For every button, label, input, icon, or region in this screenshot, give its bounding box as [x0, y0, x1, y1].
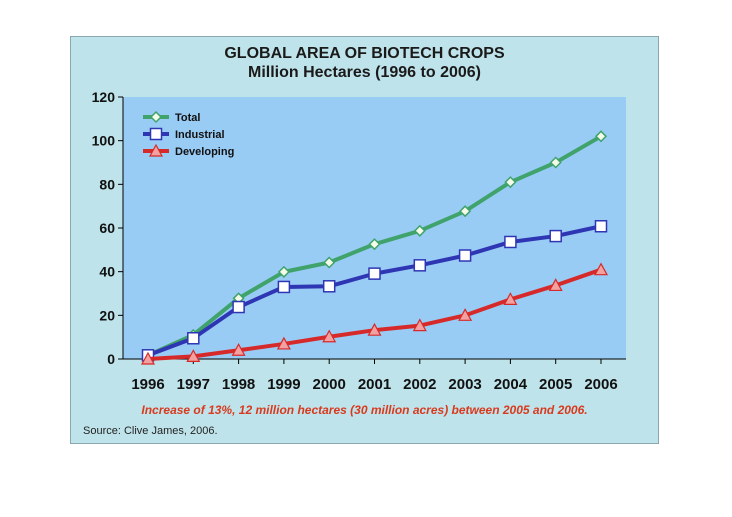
- point-developing: [276, 336, 291, 350]
- x-tick-label: 2000: [313, 376, 346, 393]
- point-total: [277, 265, 290, 278]
- point-industrial: [458, 249, 472, 262]
- point-total: [594, 130, 608, 143]
- point-developing: [322, 329, 337, 343]
- source-credit: Source: Clive James, 2006.: [83, 425, 218, 437]
- point-industrial: [504, 235, 517, 249]
- point-industrial: [549, 229, 562, 243]
- y-tick-label: 80: [99, 176, 115, 192]
- point-total: [413, 224, 426, 237]
- point-total: [323, 256, 336, 269]
- point-developing: [140, 351, 156, 365]
- point-total: [368, 238, 381, 251]
- point-developing: [186, 349, 201, 362]
- x-tick-label: 1999: [267, 376, 300, 393]
- y-tick-label: 60: [99, 220, 115, 236]
- chart-title: GLOBAL AREA OF BIOTECH CROPS: [224, 45, 505, 62]
- point-total: [549, 156, 562, 169]
- point-developing: [231, 343, 246, 356]
- point-industrial: [187, 332, 200, 345]
- legend-marker-developing: [148, 143, 164, 157]
- legend-marker-total: [149, 110, 163, 124]
- y-tick-label: 0: [107, 351, 115, 367]
- point-total: [504, 176, 517, 189]
- chart-subtitle: Million Hectares (1996 to 2006): [248, 64, 481, 81]
- point-industrial: [368, 267, 381, 280]
- x-tick-label: 1996: [131, 376, 164, 393]
- y-tick-label: 120: [92, 89, 116, 105]
- point-developing: [367, 322, 382, 336]
- x-tick-label: 2005: [539, 376, 572, 393]
- point-developing: [548, 278, 563, 292]
- y-tick-label: 40: [99, 264, 115, 280]
- point-industrial: [322, 280, 336, 293]
- x-tick-label: 2003: [448, 376, 481, 393]
- legend-label-total: Total: [175, 112, 200, 124]
- point-industrial: [413, 259, 427, 272]
- point-industrial: [594, 220, 608, 233]
- point-developing: [412, 318, 427, 332]
- x-tick-label: 1998: [222, 376, 255, 393]
- legend-label-industrial: Industrial: [175, 129, 225, 141]
- y-tick-label: 100: [92, 133, 116, 149]
- x-tick-label: 2002: [403, 376, 436, 393]
- legend-label-developing: Developing: [175, 146, 234, 158]
- chart-panel: GLOBAL AREA OF BIOTECH CROPS Million Hec…: [70, 36, 659, 444]
- x-tick-label: 2001: [358, 376, 391, 393]
- x-tick-label: 1997: [177, 376, 210, 393]
- plot-area: [123, 97, 626, 359]
- point-developing: [503, 292, 518, 305]
- y-tick-label: 20: [99, 307, 115, 323]
- point-developing: [593, 262, 609, 276]
- line-chart: 0 20 40 60 80 100 120 1996 1997 1998 1999 2000 2001 2…: [92, 89, 626, 393]
- legend-marker-industrial: [149, 127, 163, 141]
- point-industrial: [232, 300, 245, 314]
- chart-note: Increase of 13%, 12 million hectares (30…: [141, 403, 588, 417]
- point-total: [459, 205, 472, 218]
- x-tick-label: 2006: [584, 376, 617, 393]
- x-tick-label: 2004: [494, 376, 528, 393]
- point-industrial: [277, 280, 291, 294]
- point-developing: [458, 308, 473, 321]
